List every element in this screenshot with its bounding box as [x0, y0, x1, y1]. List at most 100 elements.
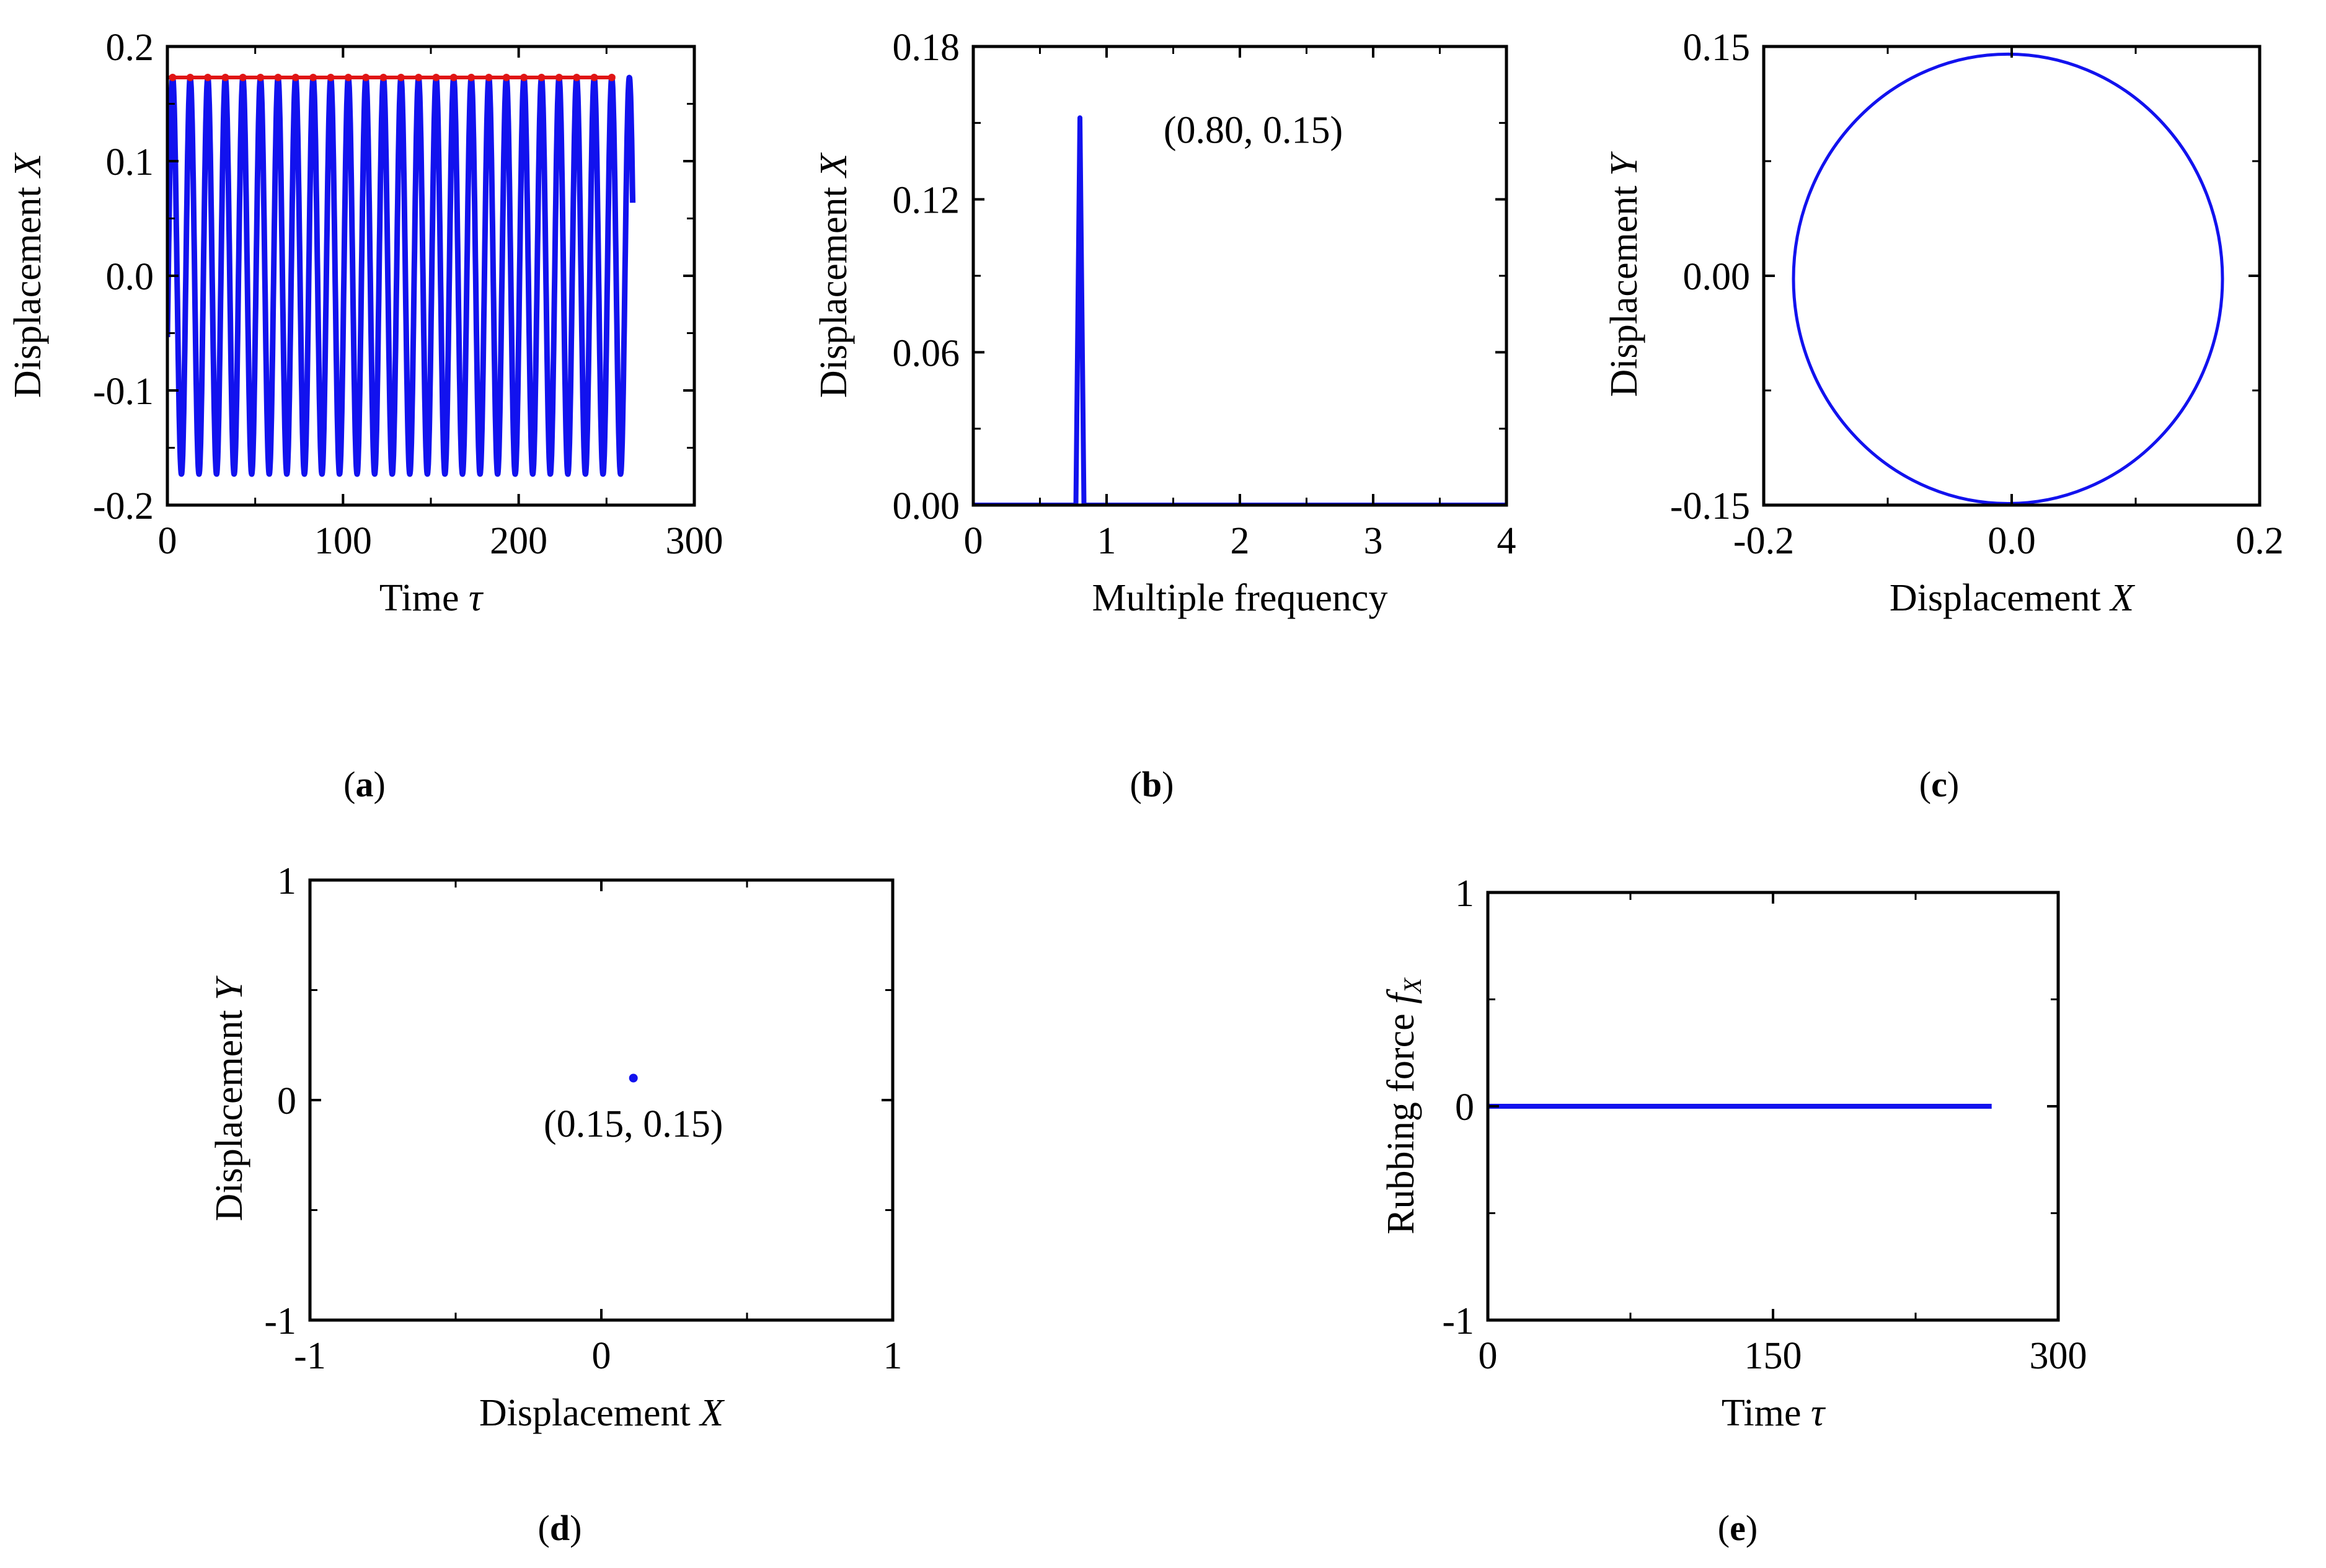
series-a-1-peak-13	[397, 73, 405, 81]
series-c-0	[1792, 52, 2224, 505]
panel-label-a: (a)	[343, 764, 386, 804]
series-a-1-peak-6	[274, 73, 282, 81]
panel-label-d: (d)	[537, 1508, 582, 1548]
y-axis-label-a-symbol: X	[7, 152, 49, 179]
y-tick-label-b-0: 0.00	[893, 485, 960, 527]
y-axis-label-d: Displacement Y	[208, 976, 250, 1221]
x-tick-label-b-0: 0	[964, 520, 983, 562]
x-tick-label-c-1: 0.0	[1988, 520, 2036, 562]
x-tick-label-a-0: 0	[158, 520, 177, 562]
y-axis-label-a: Displacement X	[7, 152, 49, 398]
series-a-1-peak-8	[309, 73, 317, 81]
series-a-1-peak-20	[520, 73, 528, 81]
series-a-1-peak-0	[169, 73, 177, 81]
x-axis-label-c: Displacement X	[1890, 577, 2135, 619]
annotation-b: (0.80, 0.15)	[1164, 110, 1343, 152]
panel-label-e: (e)	[1717, 1508, 1758, 1548]
series-a-1-peak-1	[186, 73, 194, 81]
y-tick-label-a-0: -0.2	[93, 485, 154, 527]
series-a-1-peak-12	[379, 73, 387, 81]
x-tick-label-a-2: 200	[490, 520, 547, 562]
series-a-1-peak-17	[467, 73, 475, 81]
x-axis-label-b-text: Multiple frequency	[1092, 577, 1388, 619]
plot-frame-d	[308, 878, 895, 1322]
y-tick-label-c-0: -0.15	[1670, 485, 1750, 527]
y-tick-label-d-2: 1	[277, 860, 296, 902]
y-axis-label-c-text: Displacement	[1603, 176, 1645, 397]
y-axis-label-e-text: Rubbing force	[1380, 1004, 1422, 1235]
series-a-1-peak-25	[608, 73, 616, 81]
x-axis-label-e-symbol: τ	[1811, 1392, 1826, 1434]
y-tick-label-a-1: -0.1	[93, 371, 154, 413]
y-axis-label-b-text: Displacement	[813, 177, 855, 398]
series-a-1-peak-10	[344, 73, 352, 81]
x-tick-label-e-1: 150	[1745, 1335, 1802, 1377]
series-a-1-peak-22	[555, 73, 563, 81]
series-d-0-point-0	[629, 1073, 638, 1083]
series-a-1-peak-19	[502, 73, 510, 81]
x-axis-label-c-symbol: X	[2108, 577, 2135, 619]
series-a-1-peak-14	[415, 73, 423, 81]
y-tick-label-a-4: 0.2	[106, 27, 154, 69]
x-tick-label-e-2: 300	[2030, 1335, 2087, 1377]
x-tick-label-b-1: 1	[1097, 520, 1117, 562]
x-axis-label-a-symbol: τ	[469, 577, 484, 619]
plot-area-c	[1792, 52, 2224, 505]
x-axis-label-a: Time τ	[379, 577, 484, 619]
y-tick-label-c-1: 0.00	[1683, 256, 1751, 298]
x-axis-label-b: Multiple frequency	[1092, 577, 1388, 619]
plot-area-b	[973, 115, 1506, 505]
series-a-1-peak-16	[449, 73, 458, 81]
y-tick-label-e-1: 0	[1455, 1086, 1474, 1129]
y-tick-label-e-0: -1	[1442, 1300, 1474, 1342]
series-b-0	[973, 115, 1506, 505]
panel-label-c: (c)	[1919, 764, 1960, 804]
y-axis-label-e: Rubbing force fX	[1380, 977, 1426, 1235]
series-a-1-peak-18	[485, 73, 493, 81]
x-tick-label-d-0: -1	[294, 1335, 326, 1377]
x-tick-label-b-3: 3	[1364, 520, 1383, 562]
series-a-1-peak-7	[291, 73, 299, 81]
x-axis-label-e: Time τ	[1722, 1392, 1826, 1434]
x-axis-label-d-symbol: X	[698, 1392, 725, 1434]
x-axis-label-d-text: Displacement	[479, 1392, 700, 1434]
series-a-1-peak-9	[327, 73, 335, 81]
y-axis-label-c-symbol: Y	[1603, 151, 1645, 176]
x-tick-label-a-1: 100	[314, 520, 372, 562]
series-a-1-peak-2	[204, 73, 212, 81]
plot-area-d	[629, 1073, 638, 1083]
y-tick-label-b-2: 0.12	[893, 180, 960, 222]
x-tick-label-b-2: 2	[1231, 520, 1250, 562]
panel-label-b: (b)	[1130, 764, 1174, 804]
x-axis-label-d: Displacement X	[479, 1392, 725, 1434]
y-axis-label-d-text: Displacement	[208, 1000, 250, 1221]
x-axis-label-c-text: Displacement	[1890, 577, 2110, 619]
y-tick-label-e-2: 1	[1455, 873, 1474, 915]
chart-a: 0 100 200 300 -0.2 -0.1 0.0 0.1 0.2 Time τ Displac…	[7, 27, 723, 619]
x-tick-label-d-2: 1	[883, 1335, 903, 1377]
annotation-d: (0.15, 0.15)	[544, 1103, 723, 1145]
series-a-1-peak-24	[590, 73, 598, 81]
y-axis-label-e-subscript: X	[1399, 977, 1426, 995]
y-axis-label-a-text: Displacement	[7, 177, 49, 398]
series-a-1-peak-21	[537, 73, 546, 81]
x-tick-label-d-1: 0	[592, 1335, 611, 1377]
series-a-1-peak-3	[221, 73, 229, 81]
y-tick-label-d-1: 0	[277, 1080, 296, 1122]
x-tick-label-a-3: 300	[666, 520, 723, 562]
y-tick-label-a-3: 0.1	[106, 141, 154, 183]
y-axis-label-b: Displacement X	[813, 152, 855, 398]
series-a-1-peak-23	[573, 73, 581, 81]
x-tick-label-b-4: 4	[1497, 520, 1516, 562]
y-axis-label-d-symbol: Y	[208, 976, 250, 1000]
x-tick-label-c-2: 0.2	[2235, 520, 2284, 562]
series-a-1-peak-5	[257, 73, 265, 81]
plot-area-a	[167, 73, 636, 477]
x-tick-label-c-0: -0.2	[1733, 520, 1794, 562]
x-axis-label-e-text: Time	[1722, 1392, 1811, 1434]
series-a-1-peak-4	[239, 73, 247, 81]
